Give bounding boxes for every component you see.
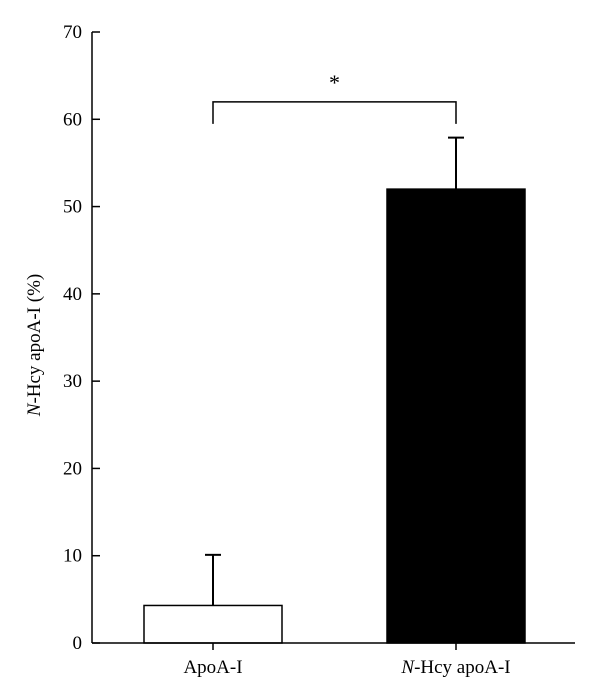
significance-label: *: [329, 70, 340, 95]
bar: [143, 604, 283, 644]
bar: [386, 188, 526, 644]
y-axis: 0 10 20 30 40 50 60 70: [63, 22, 100, 654]
x-axis: ApoA-I N-Hcy apoA-I: [92, 642, 575, 678]
y-tick-label: 10: [63, 546, 82, 567]
y-tick-label: 0: [73, 633, 83, 654]
y-tick-label: 20: [63, 458, 82, 479]
bracket-line: [212, 101, 457, 124]
error-bars: [205, 136, 464, 606]
y-axis-title-italic: N: [24, 402, 45, 417]
y-tick-label: 70: [63, 22, 82, 43]
y-tick-label: 40: [63, 284, 82, 305]
y-tick-label: 50: [63, 197, 82, 218]
y-axis-title-rest: -Hcy apoA-I (%): [24, 274, 45, 404]
x-tick-label: N-Hcy apoA-I: [400, 657, 510, 678]
y-tick-label: 30: [63, 371, 82, 392]
x-tick-label: ApoA-I: [183, 657, 242, 678]
y-tick-label: 60: [63, 109, 82, 130]
y-axis-title: N-Hcy apoA-I (%): [24, 274, 45, 417]
significance-bracket: *: [212, 70, 457, 124]
bars: [143, 188, 526, 644]
